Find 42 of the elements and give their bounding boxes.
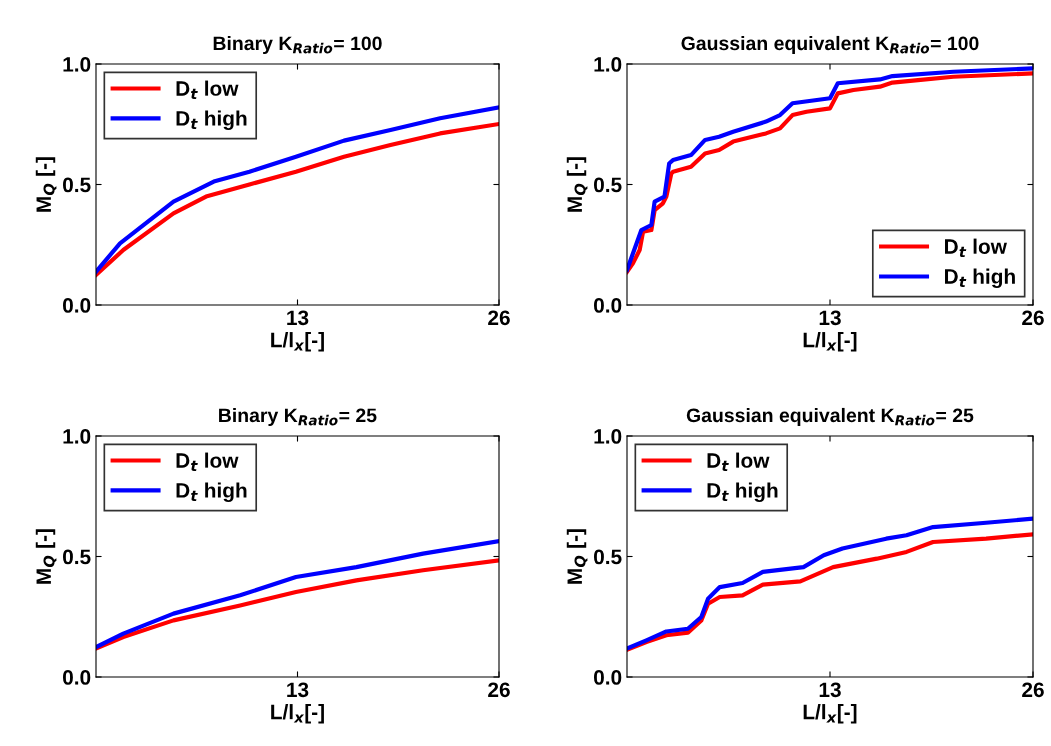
y-axis-title: M$_{Q}$ [-] — [35, 529, 57, 584]
x-axis-title: L/l$_{x}$[-] — [271, 704, 324, 724]
y-tick-label: 1.0 — [594, 429, 622, 444]
x-axis-title: L/l$_{x}$[-] — [803, 332, 857, 352]
y-axis-title: M$_{Q}$ [-] — [35, 157, 57, 212]
y-tick-label: 1.0 — [63, 57, 91, 72]
x-tick-label: 13 — [287, 682, 309, 698]
x-tick-label: 26 — [488, 682, 510, 698]
y-tick-label: 1.0 — [63, 429, 91, 444]
y-tick-label: 1.0 — [594, 57, 622, 72]
chart-title: Binary K$_{Ratio}$= 25 — [219, 407, 377, 427]
y-tick-label: 0.5 — [594, 177, 622, 193]
x-tick-label: 26 — [1022, 682, 1044, 698]
y-tick-label: 0.0 — [594, 298, 622, 313]
line-series — [96, 538, 499, 650]
legend-label: D$_{t}$ low — [707, 452, 770, 472]
x-tick-label: 26 — [1022, 310, 1044, 326]
line-series — [96, 558, 499, 651]
x-axis-title: L/l$_{x}$[-] — [803, 704, 857, 724]
chart-title: Gaussian equivalent K$_{Ratio}$= 100 — [681, 35, 979, 55]
y-tick-label: 0.5 — [594, 549, 622, 565]
y-tick-label: 0.0 — [63, 670, 91, 685]
legend-label: D$_{t}$ low — [176, 452, 239, 472]
legend-label: D$_{t}$ high — [945, 268, 1015, 289]
legend-label: D$_{t}$ low — [176, 80, 239, 100]
x-tick-label: 26 — [488, 310, 510, 326]
y-axis-title: M$_{Q}$ [-] — [566, 157, 588, 212]
legend-label: D$_{t}$ high — [707, 482, 778, 503]
x-tick-label: 13 — [287, 310, 309, 326]
legend-label: D$_{t}$ low — [945, 238, 1007, 258]
x-tick-label: 13 — [819, 310, 841, 326]
chart-title: Gaussian equivalent K$_{Ratio}$= 25 — [686, 407, 974, 427]
legend-label: D$_{t}$ high — [176, 110, 247, 131]
y-tick-label: 0.0 — [63, 298, 91, 313]
y-tick-label: 0.5 — [63, 177, 91, 193]
y-tick-label: 0.0 — [594, 670, 622, 685]
legend-label: D$_{t}$ high — [176, 482, 247, 503]
chart-title: Binary K$_{Ratio}$= 100 — [213, 35, 382, 55]
y-axis-title: M$_{Q}$ [-] — [566, 529, 588, 584]
x-axis-title: L/l$_{x}$[-] — [271, 332, 324, 352]
y-tick-label: 0.5 — [63, 549, 91, 565]
x-tick-label: 13 — [819, 682, 841, 698]
